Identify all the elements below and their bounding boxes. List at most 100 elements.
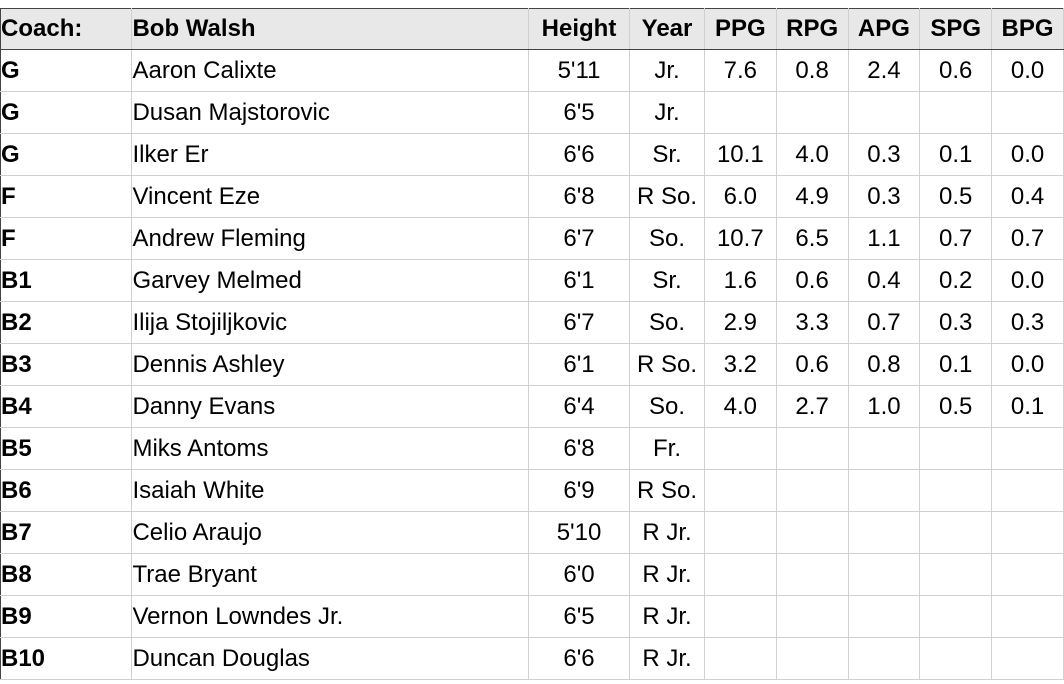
player-row: G Aaron Calixte 5'11 Jr. 7.6 0.8 2.4 0.6 0.0 <box>0 49 1064 92</box>
coach-label: Coach: <box>0 8 133 50</box>
player-name-cell: Isaiah White <box>131 469 529 512</box>
height-cell: 6'8 <box>528 427 631 470</box>
bpg-cell <box>991 553 1064 596</box>
player-row: B4 Danny Evans 6'4 So. 4.0 2.7 1.0 0.5 0.1 <box>0 385 1064 428</box>
apg-cell: 1.1 <box>848 217 921 260</box>
apg-cell: 2.4 <box>848 49 921 92</box>
position-cell: F <box>0 217 133 260</box>
bpg-header: BPG <box>991 8 1064 50</box>
year-cell: R So. <box>629 469 705 512</box>
apg-cell <box>848 511 921 554</box>
year-cell: Jr. <box>629 49 705 92</box>
apg-header: APG <box>848 8 921 50</box>
position-cell: B1 <box>0 259 133 302</box>
player-name-cell: Garvey Melmed <box>131 259 529 302</box>
rpg-cell: 0.6 <box>776 343 849 386</box>
height-cell: 6'1 <box>528 259 631 302</box>
player-name-cell: Aaron Calixte <box>131 49 529 92</box>
rpg-cell <box>776 595 849 638</box>
position-cell: B6 <box>0 469 133 512</box>
player-row: F Vincent Eze 6'8 R So. 6.0 4.9 0.3 0.5 0.4 <box>0 175 1064 218</box>
rpg-cell: 6.5 <box>776 217 849 260</box>
player-row: B7 Celio Araujo 5'10 R Jr. <box>0 511 1064 554</box>
year-cell: Fr. <box>629 427 705 470</box>
player-row: B5 Miks Antoms 6'8 Fr. <box>0 427 1064 470</box>
position-cell: F <box>0 175 133 218</box>
height-cell: 6'9 <box>528 469 631 512</box>
rpg-cell <box>776 91 849 134</box>
year-cell: R Jr. <box>629 637 705 680</box>
ppg-cell: 6.0 <box>703 175 777 218</box>
spg-cell: 0.5 <box>919 385 993 428</box>
position-cell: G <box>0 133 133 176</box>
apg-cell: 0.3 <box>848 175 921 218</box>
apg-cell <box>848 553 921 596</box>
bpg-cell <box>991 91 1064 134</box>
ppg-cell <box>703 469 777 512</box>
header-row: Coach: Bob Walsh Height Year PPG RPG APG… <box>0 8 1064 50</box>
height-header: Height <box>528 8 631 50</box>
ppg-header: PPG <box>703 8 777 50</box>
ppg-cell <box>703 637 777 680</box>
position-cell: B2 <box>0 301 133 344</box>
player-row: B3 Dennis Ashley 6'1 R So. 3.2 0.6 0.8 0.1 0.0 <box>0 343 1064 386</box>
height-cell: 6'7 <box>528 217 631 260</box>
apg-cell <box>848 469 921 512</box>
year-cell: Jr. <box>629 91 705 134</box>
height-cell: 6'5 <box>528 595 631 638</box>
rpg-cell <box>776 427 849 470</box>
bpg-cell: 0.0 <box>991 49 1064 92</box>
year-cell: R Jr. <box>629 595 705 638</box>
spg-cell <box>919 511 993 554</box>
position-cell: B7 <box>0 511 133 554</box>
player-row: B10 Duncan Douglas 6'6 R Jr. <box>0 637 1064 680</box>
position-cell: B4 <box>0 385 133 428</box>
rpg-cell: 2.7 <box>776 385 849 428</box>
player-row: B1 Garvey Melmed 6'1 Sr. 1.6 0.6 0.4 0.2 0.0 <box>0 259 1064 302</box>
rpg-cell: 3.3 <box>776 301 849 344</box>
coach-name: Bob Walsh <box>131 8 529 50</box>
apg-cell <box>848 91 921 134</box>
ppg-cell <box>703 553 777 596</box>
year-cell: So. <box>629 301 705 344</box>
player-row: F Andrew Fleming 6'7 So. 10.7 6.5 1.1 0.7 0.7 <box>0 217 1064 260</box>
rpg-cell: 4.9 <box>776 175 849 218</box>
player-name-cell: Celio Araujo <box>131 511 529 554</box>
rpg-cell: 0.8 <box>776 49 849 92</box>
year-cell: So. <box>629 217 705 260</box>
height-cell: 5'11 <box>528 49 631 92</box>
ppg-cell: 2.9 <box>703 301 777 344</box>
spg-cell <box>919 427 993 470</box>
player-name-cell: Vincent Eze <box>131 175 529 218</box>
apg-cell: 0.4 <box>848 259 921 302</box>
apg-cell <box>848 595 921 638</box>
ppg-cell: 7.6 <box>703 49 777 92</box>
spg-cell <box>919 469 993 512</box>
ppg-cell <box>703 511 777 554</box>
rpg-cell <box>776 511 849 554</box>
player-row: B9 Vernon Lowndes Jr. 6'5 R Jr. <box>0 595 1064 638</box>
player-row: G Ilker Er 6'6 Sr. 10.1 4.0 0.3 0.1 0.0 <box>0 133 1064 176</box>
ppg-cell <box>703 595 777 638</box>
rpg-cell: 0.6 <box>776 259 849 302</box>
height-cell: 6'1 <box>528 343 631 386</box>
height-cell: 6'6 <box>528 133 631 176</box>
height-cell: 6'4 <box>528 385 631 428</box>
apg-cell: 0.8 <box>848 343 921 386</box>
year-cell: R So. <box>629 343 705 386</box>
bpg-cell: 0.4 <box>991 175 1064 218</box>
bpg-cell <box>991 469 1064 512</box>
year-cell: R So. <box>629 175 705 218</box>
apg-cell: 0.3 <box>848 133 921 176</box>
player-row: B6 Isaiah White 6'9 R So. <box>0 469 1064 512</box>
player-name-cell: Dusan Majstorovic <box>131 91 529 134</box>
spg-cell: 0.1 <box>919 133 993 176</box>
year-cell: R Jr. <box>629 511 705 554</box>
apg-cell <box>848 637 921 680</box>
player-row: B8 Trae Bryant 6'0 R Jr. <box>0 553 1064 596</box>
player-row: G Dusan Majstorovic 6'5 Jr. <box>0 91 1064 134</box>
spg-cell: 0.7 <box>919 217 993 260</box>
ppg-cell <box>703 91 777 134</box>
bpg-cell <box>991 511 1064 554</box>
bpg-cell: 0.3 <box>991 301 1064 344</box>
